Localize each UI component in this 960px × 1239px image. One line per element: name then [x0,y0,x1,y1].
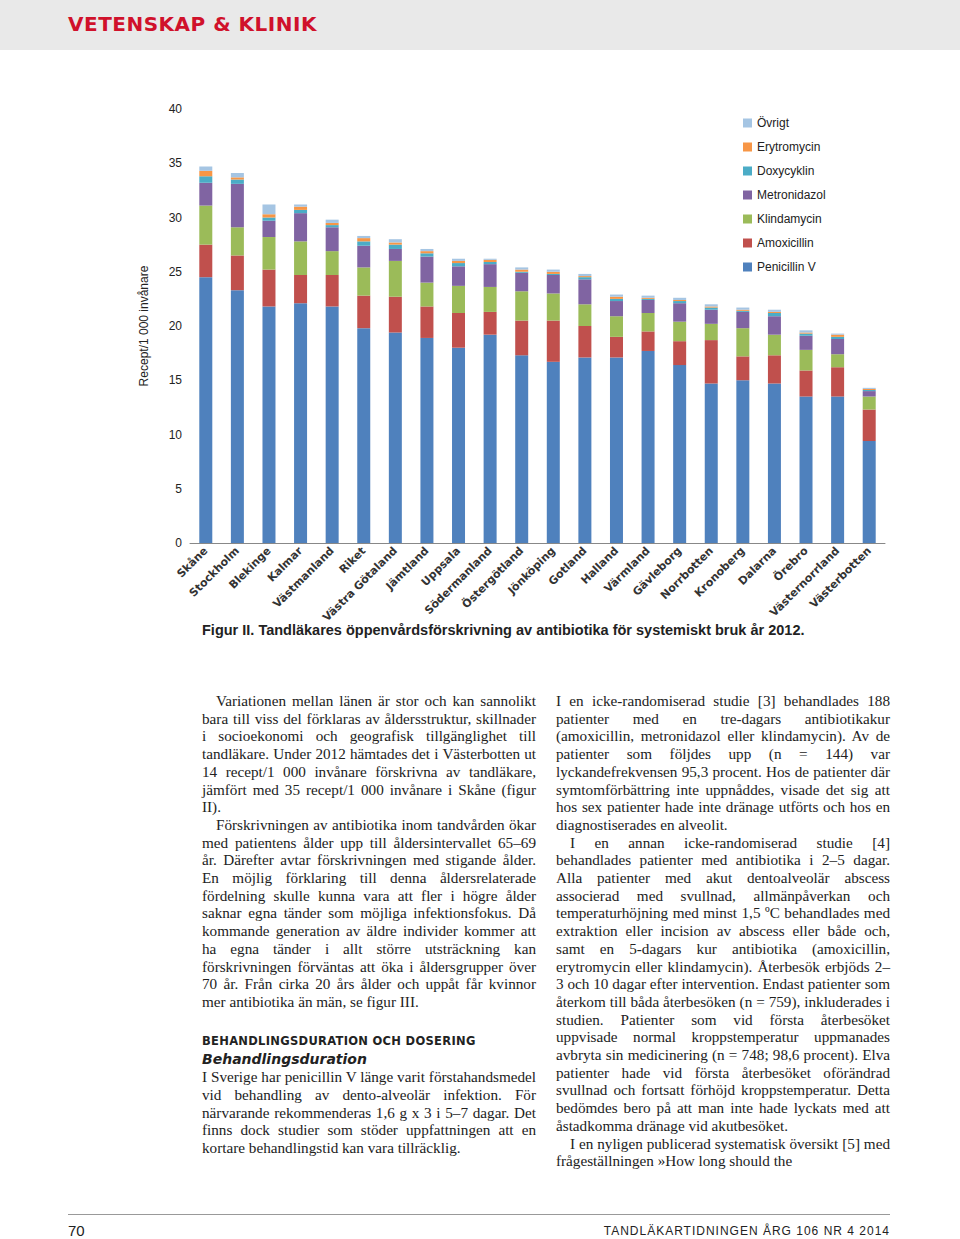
svg-text:Dalarna: Dalarna [736,544,779,587]
svg-text:Doxycyklin: Doxycyklin [757,164,814,178]
svg-text:Östergötland: Östergötland [459,544,527,612]
html-text:VETENSKAP & KLINIK: VETENSKAP & KLINIK [68,12,317,36]
svg-text:30: 30 [169,211,183,225]
html-text:I Sverige har penicillin V län: I Sverige har penicillin V länge varit f… [202,1068,536,1157]
svg-text:Jämtland: Jämtland [383,544,432,593]
svg-text:Västmanland: Västmanland [271,544,337,610]
svg-text:Klindamycin: Klindamycin [757,212,822,226]
svg-text:Halland: Halland [578,544,622,587]
svg-text:Penicillin V: Penicillin V [757,260,816,274]
svg-text:Riket: Riket [336,544,369,577]
svg-text:Västra Götaland: Västra Götaland [320,544,400,625]
svg-text:Uppsala: Uppsala [418,544,464,589]
svg-text:Recept/1 000 invånare: Recept/1 000 invånare [137,265,151,386]
svg-text:Södermanland: Södermanland [422,544,495,617]
html-text:I en nyligen publicerad system: I en nyligen publicerad systematisk över… [556,1134,890,1170]
svg-text:Blekinge: Blekinge [226,544,273,591]
svg-text:20: 20 [169,319,183,333]
svg-text:Metronidazol: Metronidazol [757,188,826,202]
svg-text:Gävleborg: Gävleborg [630,544,685,599]
svg-text:Amoxicillin: Amoxicillin [757,236,814,250]
svg-text:Övrigt: Övrigt [757,116,790,130]
svg-text:Erytromycin: Erytromycin [757,140,820,154]
html-text:Behandlingsduration: Behandlingsduration [202,1051,367,1068]
svg-text:Kalmar: Kalmar [264,544,306,585]
svg-text:Stockholm: Stockholm [187,544,242,599]
svg-text:Skåne: Skåne [174,544,211,581]
html-text:Variationen mellan länen är st: Variationen mellan länen är stor och kan… [202,692,536,816]
svg-text:40: 40 [169,102,183,116]
svg-text:Örebro: Örebro [771,544,811,584]
html-text:70: 70 [68,1222,85,1239]
html-text:I en annan icke-randomiserad s: I en annan icke-randomiserad studie [4] … [556,833,890,1134]
svg-text:10: 10 [169,428,183,442]
svg-text:35: 35 [169,156,183,170]
svg-text:Norrbotten: Norrbotten [658,544,716,603]
html-text:TANDLÄKARTIDNINGEN ÅRG 106 NR: TANDLÄKARTIDNINGEN ÅRG 106 NR 4 2014 [603,1224,890,1238]
svg-text:Kronoberg: Kronoberg [692,544,747,599]
html-text:I en icke-randomiserad studie: I en icke-randomiserad studie [3] behand… [556,692,890,833]
svg-text:25: 25 [169,265,183,279]
svg-text:Jönköping: Jönköping [505,544,558,597]
svg-text:Västernorrland: Västernorrland [767,544,843,620]
html-text:Förskrivningen av antibiotika: Förskrivningen av antibiotika inom tandv… [202,815,536,1010]
svg-text:Värmland: Värmland [601,544,653,596]
svg-text:5: 5 [175,482,182,496]
svg-text:15: 15 [169,373,183,387]
svg-text:Västerbotten: Västerbotten [807,544,874,611]
html-text:BEHANDLINGSDURATION OCH DOSERI: BEHANDLINGSDURATION OCH DOSERING [202,1033,476,1048]
svg-text:0: 0 [175,536,182,550]
svg-text:Gotland: Gotland [545,544,590,588]
html-text:Figur II. Tandläkares öppenvår: Figur II. Tandläkares öppenvårdsförskriv… [202,622,805,638]
